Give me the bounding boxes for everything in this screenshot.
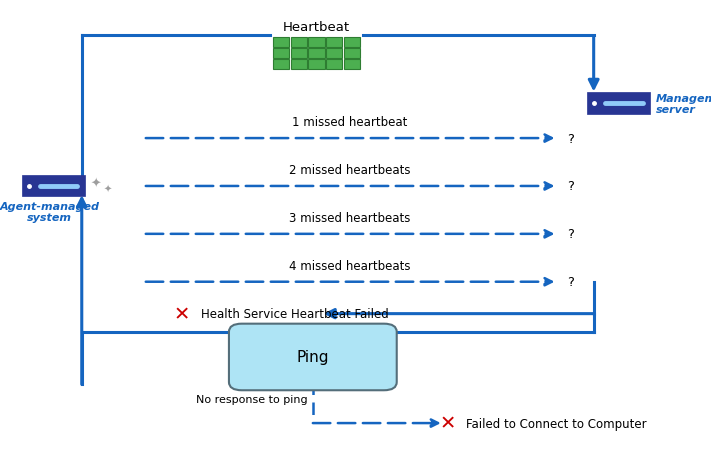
Text: Failed to Connect to Computer: Failed to Connect to Computer: [466, 417, 646, 430]
Text: Agent-managed
system: Agent-managed system: [0, 201, 100, 222]
Text: 2 missed heartbeats: 2 missed heartbeats: [289, 163, 411, 177]
Text: ?: ?: [567, 132, 574, 145]
Bar: [291, 38, 307, 48]
Bar: [273, 38, 289, 48]
Text: Management
server: Management server: [656, 93, 711, 115]
Text: Heartbeat: Heartbeat: [283, 21, 350, 34]
Text: 4 missed heartbeats: 4 missed heartbeats: [289, 259, 411, 272]
Bar: [291, 60, 307, 70]
Text: Ping: Ping: [296, 350, 329, 364]
Bar: [309, 49, 324, 59]
Bar: [343, 60, 360, 70]
Text: No response to ping: No response to ping: [196, 394, 307, 404]
Bar: [326, 38, 342, 48]
Text: Health Service Heartbeat Failed: Health Service Heartbeat Failed: [201, 308, 389, 320]
Text: ✕: ✕: [173, 304, 190, 324]
Bar: [273, 49, 289, 59]
FancyBboxPatch shape: [22, 176, 85, 197]
Text: ?: ?: [567, 276, 574, 288]
FancyBboxPatch shape: [229, 324, 397, 390]
Text: ✦: ✦: [90, 177, 100, 190]
Bar: [309, 38, 324, 48]
Text: ✕: ✕: [439, 414, 456, 433]
Text: 3 missed heartbeats: 3 missed heartbeats: [289, 211, 411, 224]
Bar: [291, 49, 307, 59]
Bar: [326, 60, 342, 70]
Text: ✦: ✦: [104, 184, 112, 194]
Bar: [326, 49, 342, 59]
Text: ?: ?: [567, 180, 574, 193]
FancyBboxPatch shape: [587, 93, 650, 115]
Text: 1 missed heartbeat: 1 missed heartbeat: [292, 116, 408, 129]
Bar: [273, 60, 289, 70]
Bar: [343, 38, 360, 48]
Bar: [309, 60, 324, 70]
Bar: [343, 49, 360, 59]
Text: ?: ?: [567, 228, 574, 241]
